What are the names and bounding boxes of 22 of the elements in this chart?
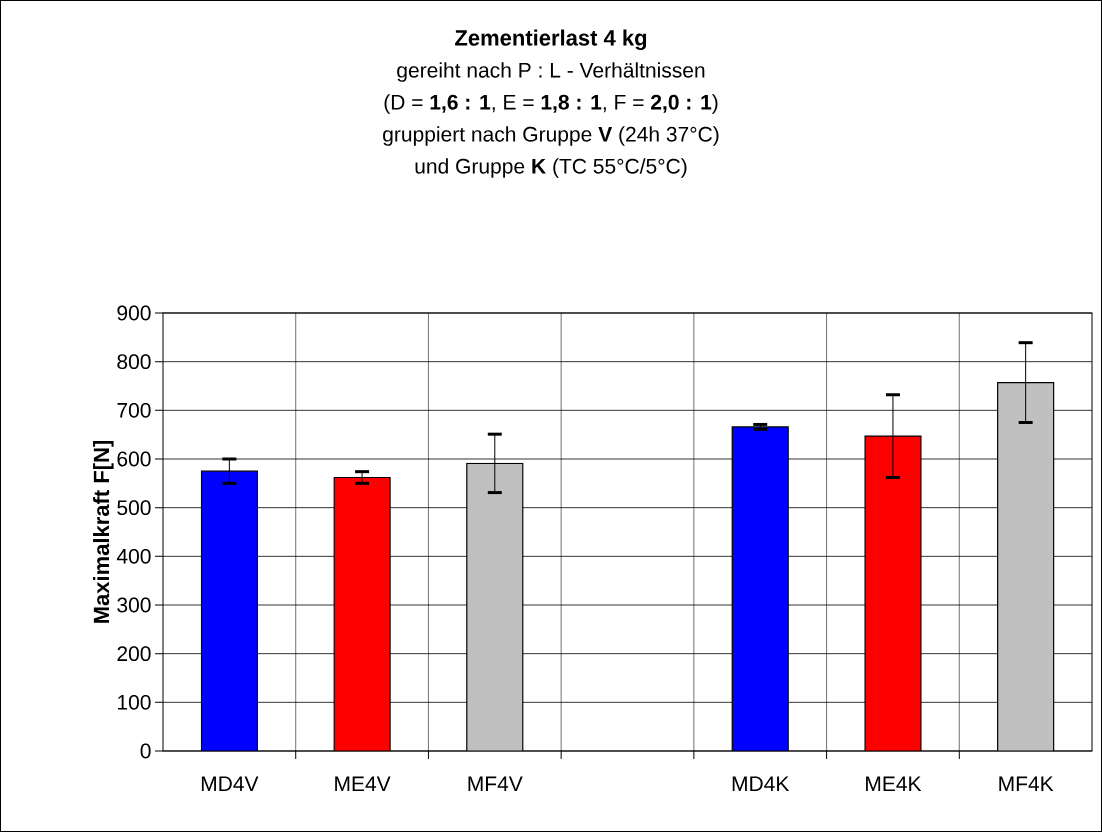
x-tick-label: MF4K bbox=[999, 776, 1054, 791]
x-tick-label: MD4V bbox=[201, 776, 259, 791]
chart-title: Zementierlast 4 kg bbox=[455, 29, 647, 51]
y-tick-label: 700 bbox=[117, 402, 151, 418]
text: gruppiert nach Gruppe V (24h 37°C) bbox=[383, 126, 719, 146]
y-tick-label: 200 bbox=[117, 646, 151, 662]
y-tick-label: 400 bbox=[116, 548, 151, 564]
x-tick-label: ME4V bbox=[335, 776, 391, 791]
chart-subtitle: gereiht nach P : L - Verhältnissen bbox=[397, 62, 705, 82]
y-tick-label: 300 bbox=[117, 597, 151, 613]
text: (D = 1,6 : 1, E = 1,8 : 1, F = 2,0 : 1) bbox=[384, 94, 718, 114]
y-tick-label: 600 bbox=[117, 451, 151, 467]
y-tick-label: 500 bbox=[117, 500, 151, 516]
text: und Gruppe K (TC 55°C/5°C) bbox=[415, 158, 687, 178]
y-tick-label: 100 bbox=[118, 694, 151, 710]
y-axis-title: Maximalkraft F[N] bbox=[93, 440, 114, 623]
x-tick-label: ME4K bbox=[866, 776, 922, 791]
x-tick-label: MF4V bbox=[468, 776, 523, 791]
y-tick-label: 900 bbox=[117, 305, 151, 321]
y-tick-label: 0 bbox=[140, 743, 151, 759]
y-tick-label: 800 bbox=[117, 354, 151, 370]
x-tick-label: MD4K bbox=[732, 776, 790, 791]
